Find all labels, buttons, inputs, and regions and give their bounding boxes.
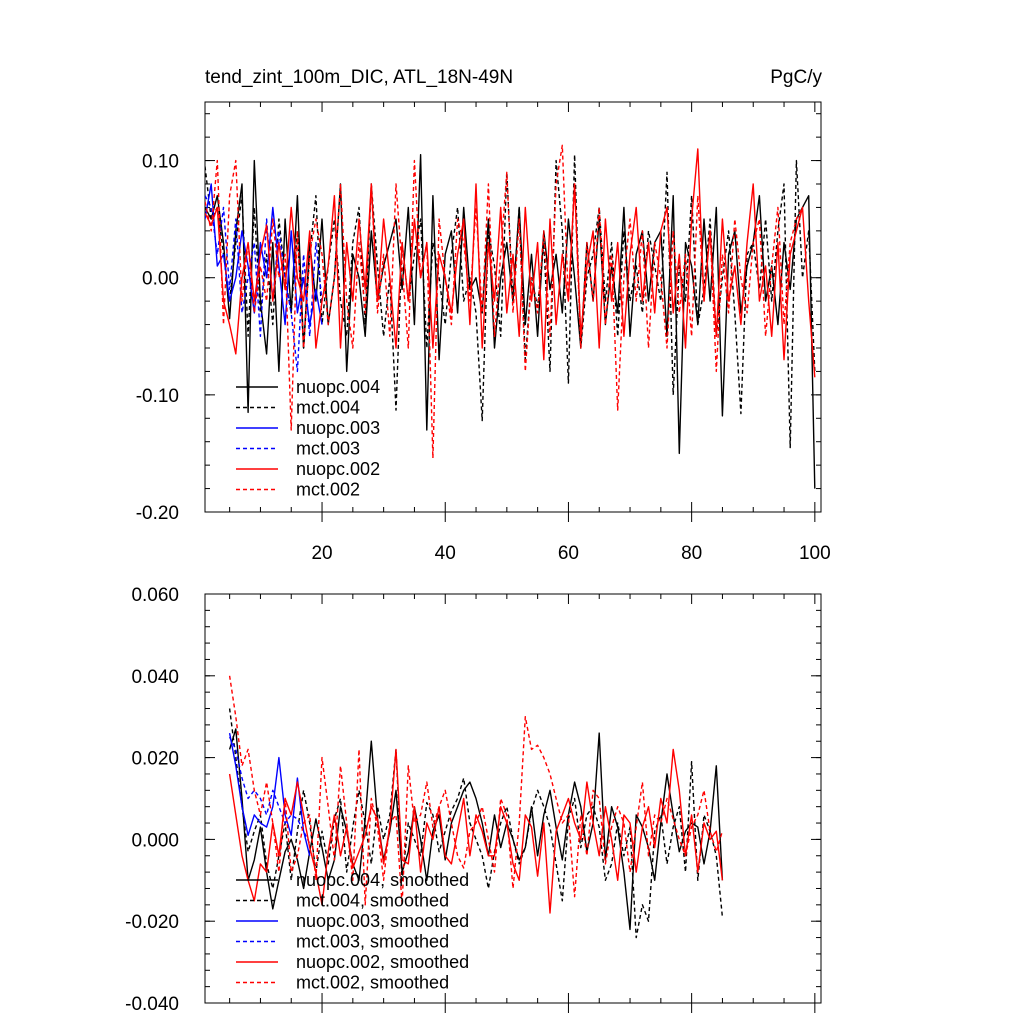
x-tick-label: 20: [311, 543, 332, 564]
bottom-panel: -0.040 -0.020 0.000 0.020 0.040 0.060 nuopc.00…: [125, 585, 822, 1015]
x-tick-label: 60: [558, 543, 579, 564]
legend-label: nuopc.003, smoothed: [296, 911, 469, 931]
series-line-mct-002-smoothed: [228, 675, 724, 906]
series-line-mct-003: [205, 195, 323, 373]
x-tick-label: 40: [435, 543, 456, 564]
x-tick-label: 100: [799, 543, 831, 564]
legend-label: mct.004, smoothed: [296, 891, 449, 911]
y-tick-label: 0.060: [131, 585, 179, 606]
y-tick-label: -0.020: [125, 912, 179, 933]
top-series-group: [205, 144, 816, 489]
series-line-nuopc-003: [205, 183, 323, 326]
x-tick-label: 80: [681, 543, 702, 564]
legend-label: nuopc.004, smoothed: [296, 870, 469, 890]
top-plot-frame: [204, 101, 822, 513]
y-tick-label: 0.10: [142, 152, 179, 173]
y-tick-label: 0.040: [131, 667, 179, 688]
series-line-mct-004-smoothed: [228, 708, 724, 939]
y-tick-label: -0.20: [136, 503, 179, 524]
legend-label: mct.003: [296, 439, 360, 459]
legend-label: mct.002: [296, 480, 360, 500]
y-tick-label: 0.00: [142, 269, 179, 290]
series-line-nuopc-002: [205, 148, 816, 378]
series-line-mct-003-smoothed: [228, 736, 311, 844]
legend-label: mct.004: [296, 398, 360, 418]
units-label: PgC/y: [770, 67, 822, 88]
y-tick-label: -0.040: [125, 994, 179, 1015]
y-tick-label: -0.10: [136, 386, 179, 407]
legend-label: mct.003, smoothed: [296, 932, 449, 952]
left-title: tend_zint_100m_DIC, ATL_18N-49N: [205, 67, 513, 88]
legend-label: nuopc.002, smoothed: [296, 952, 469, 972]
legend-label: nuopc.003: [296, 418, 380, 438]
bottom-plot-frame: [204, 593, 822, 1004]
series-line-nuopc-002-smoothed: [228, 748, 724, 914]
legend-label: nuopc.004: [296, 377, 380, 397]
y-tick-label: 0.020: [131, 749, 179, 770]
y-tick-label: 0.000: [131, 830, 179, 851]
legend-label: mct.002, smoothed: [296, 973, 449, 993]
legend-label: nuopc.002: [296, 459, 380, 479]
bottom-series-group: [228, 675, 724, 939]
series-line-mct-002: [205, 144, 804, 459]
top-panel: 20 40 60 80 100-0.20-0.100.000.10nuopc.004mc…: [136, 101, 831, 564]
